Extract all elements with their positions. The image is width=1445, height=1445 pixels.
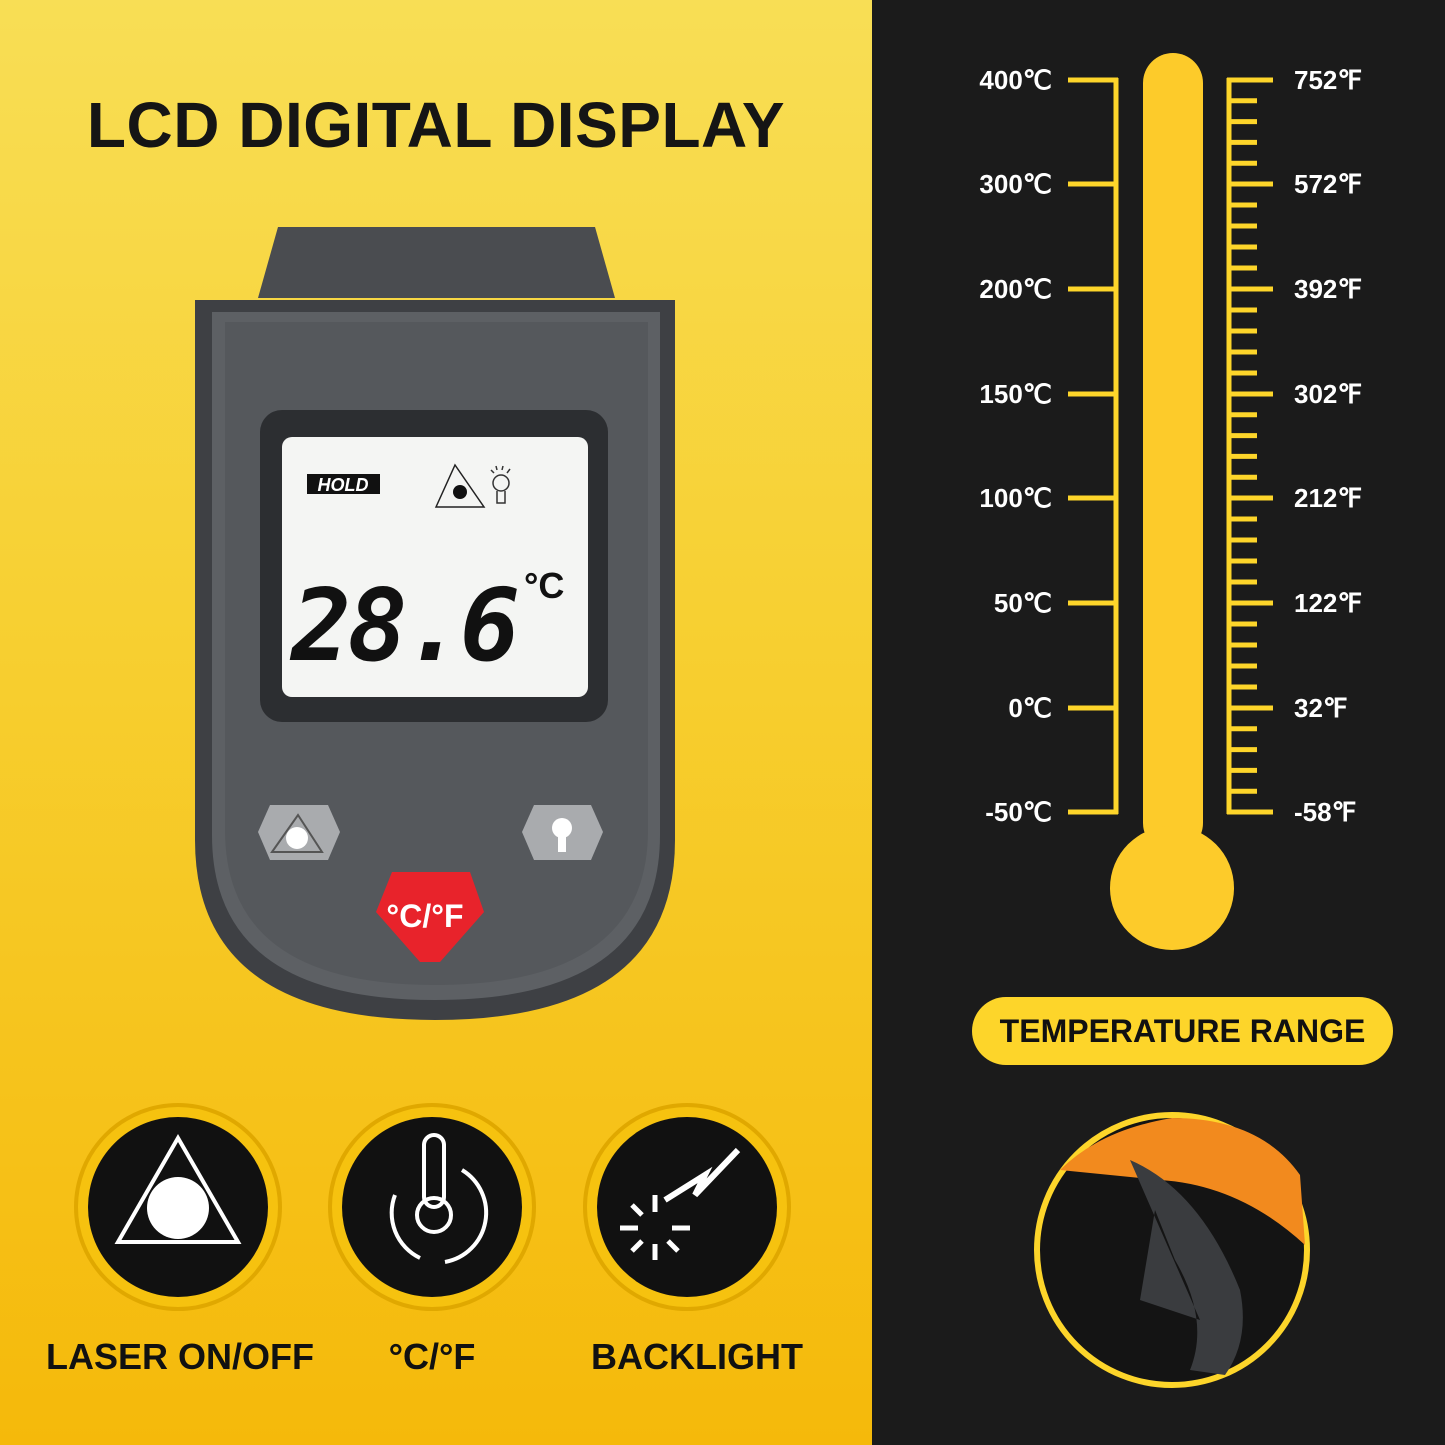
celsius-label: 50℃: [993, 588, 1052, 618]
thermometer-tube: [1143, 53, 1203, 853]
backlight-button[interactable]: [522, 805, 603, 860]
lcd-unit: °C: [524, 565, 564, 606]
feature-label-unit: °C/°F: [388, 1336, 476, 1377]
fahrenheit-label: 392℉: [1294, 274, 1363, 304]
feature-laser-icon: [74, 1103, 282, 1311]
fahrenheit-label: -58℉: [1294, 797, 1357, 827]
left-panel: LCD DIGITAL DISPLAY HOLD 28.6 °C: [0, 0, 872, 1445]
celsius-label: -50℃: [985, 797, 1052, 827]
laser-button[interactable]: [258, 805, 340, 860]
feature-unit-icon: [328, 1103, 536, 1311]
celsius-label: 200℃: [979, 274, 1052, 304]
celsius-label: 300℃: [979, 169, 1052, 199]
fahrenheit-label: 212℉: [1294, 483, 1363, 513]
unit-toggle-label: °C/°F: [386, 898, 463, 934]
lcd-screen: [282, 437, 588, 697]
lcd-laser-icon: [434, 463, 486, 508]
celsius-label: 150℃: [979, 379, 1052, 409]
thermometer-device: HOLD 28.6 °C °C/°F: [74, 227, 791, 1311]
product-detail-closeup: [1034, 1112, 1310, 1388]
lcd-hold-badge: [307, 474, 380, 494]
fahrenheit-label: 302℉: [1294, 379, 1363, 409]
temperature-range-label: TEMPERATURE RANGE: [972, 997, 1393, 1065]
celsius-label: 0℃: [1008, 693, 1052, 723]
feature-backlight-icon: [583, 1103, 791, 1311]
unit-toggle-button[interactable]: °C/°F: [376, 872, 484, 962]
fahrenheit-label: 32℉: [1294, 693, 1348, 723]
celsius-label: 400℃: [979, 65, 1052, 95]
lcd-reading: 28.6: [289, 567, 518, 684]
device-sensor-tab: [258, 227, 615, 298]
fahrenheit-label: 572℉: [1294, 169, 1363, 199]
fahrenheit-label: 122℉: [1294, 588, 1363, 618]
lcd-hold-text: HOLD: [318, 475, 369, 495]
lcd-bulb-icon: [490, 465, 511, 504]
feature-label-backlight: BACKLIGHT: [591, 1336, 803, 1377]
fahrenheit-label: 752℉: [1294, 65, 1363, 95]
feature-label-laser: LASER ON/OFF: [46, 1336, 314, 1377]
thermometer-bulb: [1110, 826, 1234, 950]
celsius-label: 100℃: [979, 483, 1052, 513]
page-title: LCD DIGITAL DISPLAY: [86, 89, 786, 161]
